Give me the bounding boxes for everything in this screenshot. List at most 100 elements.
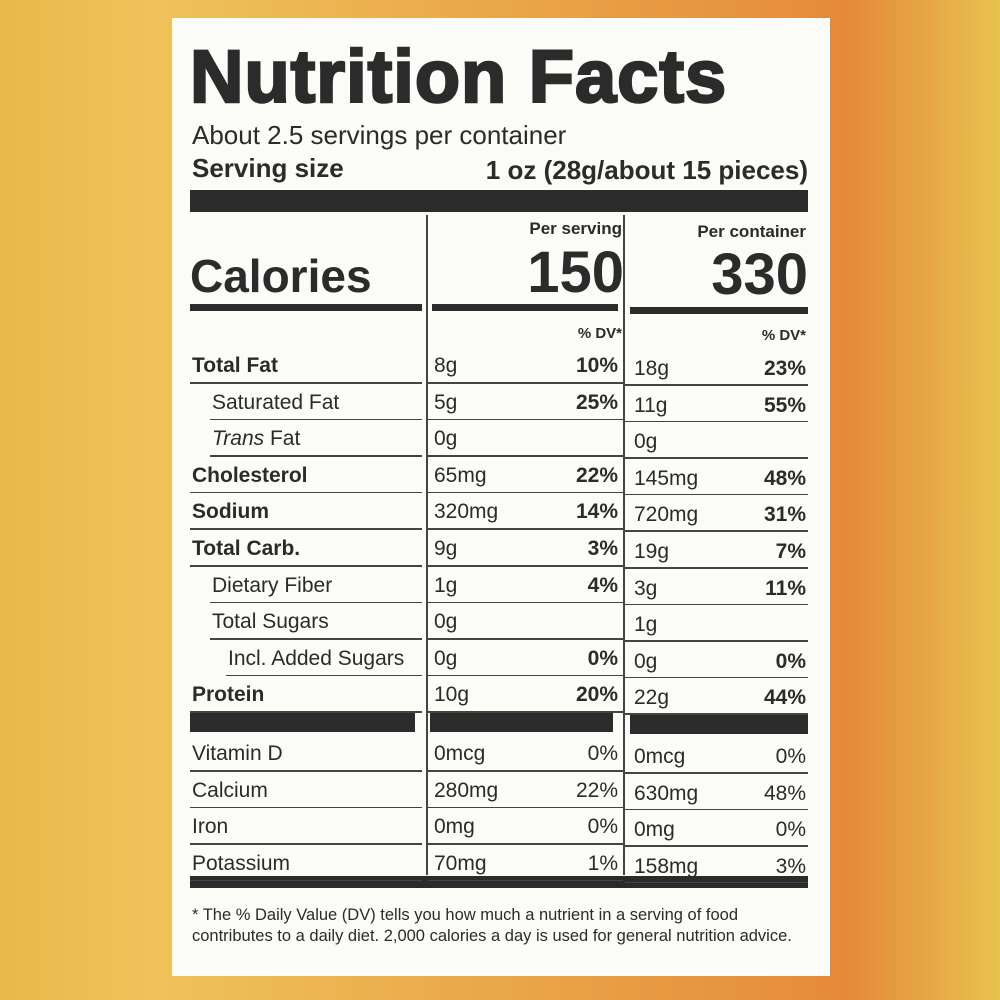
row-rule [625,493,808,496]
dv-header: % DV* [577,325,622,342]
row-rule [190,711,422,713]
nutrient-name: Total Sugars [212,610,329,634]
container-amount: 630mg [634,781,699,805]
serving-amount: 9g [434,537,458,560]
serving-amount: 0mcg [434,742,486,765]
serving-dv: 0% [587,646,618,670]
nutrient-name: Total Fat [192,354,278,377]
nutrient-name: Sodium [192,500,269,524]
column-divider [623,215,625,875]
row-rule [625,808,808,811]
per-serving-header: Per serving [529,219,622,238]
serving-size-label: Serving size [192,153,344,183]
container-dv: 3% [775,854,806,878]
row-rule [428,879,623,882]
row-rule [625,772,808,774]
container-amount: 145mg [634,466,699,490]
row-rule [428,806,623,809]
row-rule [210,638,422,640]
nutrient-name: Saturated Fat [212,390,340,414]
row-rule [428,528,623,530]
row-rule [625,640,808,642]
row-rule [210,418,422,421]
serving-dv: 3% [587,537,618,560]
row-rule [190,806,422,809]
container-dv: 7% [775,540,806,563]
thick-rule [630,714,808,734]
nutrient-name: Total Carb. [192,537,301,560]
row-rule [428,638,623,640]
nutrient-name: Incl. Added Sugars [228,646,405,670]
column-divider [426,215,428,875]
container-amount: 0g [634,649,658,673]
serving-dv: 0% [587,742,618,765]
nutrient-name: Vitamin D [192,742,283,765]
serving-dv: 4% [587,573,618,597]
row-rule [625,713,808,715]
row-rule [210,455,422,457]
container-dv: 0% [775,745,806,768]
row-rule [625,457,808,459]
serving-amount: 10g [434,683,470,707]
calories-label: Calories [190,250,372,302]
container-amount: 158mg [634,854,699,878]
container-amount: 0mg [634,818,675,842]
row-rule [428,770,623,772]
serving-dv: 1% [587,851,618,875]
title: Nutrition Facts [189,35,728,118]
row-rule [190,565,422,567]
nutrient-name: Trans Fat [212,428,300,449]
container-amount: 1g [634,613,658,637]
container-dv: 44% [763,686,806,710]
medium-rule [190,304,422,311]
nutrient-name: Potassium [192,851,291,875]
row-rule [428,565,623,567]
medium-rule [630,307,808,314]
serving-amount: 8g [434,354,458,377]
calories-per-serving: 150 [527,240,624,305]
row-rule [210,601,422,604]
row-rule [625,603,808,606]
row-rule [428,382,623,384]
row-rule [428,418,623,421]
row-rule [625,567,808,569]
nutrient-name-italic: Trans [212,427,265,451]
serving-dv: 0% [587,815,618,839]
nutrient-name: Calcium [192,778,268,802]
serving-dv: 22% [575,778,618,802]
row-rule [428,843,623,845]
container-amount: 18g [634,357,670,380]
container-amount: 11g [634,393,668,417]
row-rule [190,491,422,494]
container-dv: 0% [775,649,806,673]
nutrient-name: Cholesterol [192,463,308,487]
row-rule [625,420,808,423]
row-rule [625,881,808,884]
row-rule [190,382,422,384]
row-rule [625,845,808,847]
serving-amount: 280mg [434,778,499,802]
row-rule [625,676,808,679]
row-rule [625,384,808,386]
serving-amount: 1g [434,573,458,597]
thick-rule [190,876,808,888]
serving-amount: 320mg [434,500,499,524]
serving-dv: 22% [575,463,618,487]
row-rule [190,528,422,530]
serving-amount: 65mg [434,463,487,487]
nutrient-name: Protein [192,683,265,707]
calories-per-container: 330 [711,242,808,307]
row-rule [625,530,808,532]
row-rule [190,770,422,772]
row-rule [428,491,623,494]
serving-amount: 0mg [434,815,475,839]
row-rule [428,711,623,713]
serving-amount: 0g [434,610,458,634]
nutrition-label [172,18,830,976]
servings-per-container: About 2.5 servings per container [192,120,567,150]
serving-dv: 10% [575,354,618,377]
serving-dv: 14% [575,500,618,524]
nutrient-name-rest: Fat [269,427,301,451]
container-dv: 23% [763,357,806,380]
row-rule [428,674,623,677]
